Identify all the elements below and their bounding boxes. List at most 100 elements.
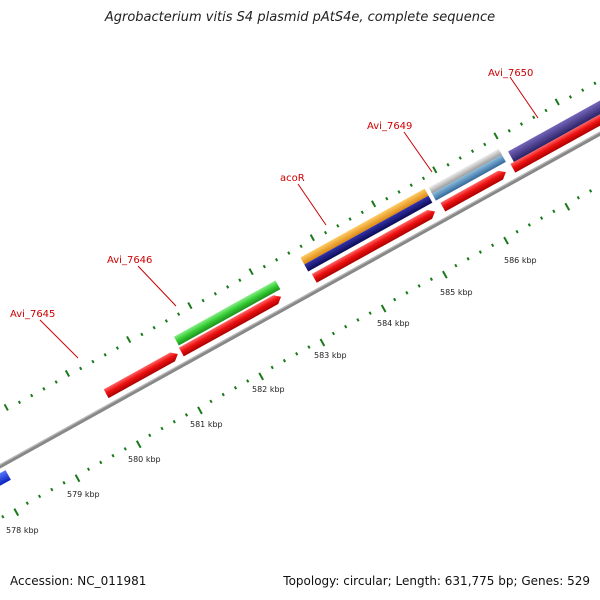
- tick-mark: [432, 166, 438, 174]
- tick-mark: [491, 243, 495, 248]
- tick-mark: [397, 190, 401, 194]
- gene-label-avi-7650[interactable]: Avi_7650: [488, 68, 533, 79]
- scale-track: [1, 189, 593, 519]
- tick-mark: [483, 142, 487, 147]
- tick-mark: [442, 270, 448, 279]
- tick-mark: [417, 284, 421, 288]
- map-title: Agrobacterium vitis S4 plasmid pAtS4e, c…: [104, 10, 496, 25]
- tick-mark: [405, 290, 409, 295]
- tick-mark: [238, 278, 242, 282]
- tick-mark: [172, 419, 176, 424]
- steel-feature[interactable]: [432, 154, 506, 201]
- tick-mark: [25, 501, 29, 505]
- tick-mark: [115, 346, 120, 350]
- tick-mark: [568, 95, 573, 99]
- tick-mark: [64, 369, 71, 377]
- tick-mark: [454, 263, 458, 268]
- tick-mark: [554, 98, 560, 106]
- tick-mark: [331, 331, 336, 336]
- green-feature[interactable]: [173, 280, 281, 346]
- tick-mark: [184, 413, 189, 417]
- tick-mark: [37, 494, 42, 499]
- label-leader: [297, 183, 327, 226]
- tick-mark: [544, 108, 548, 113]
- gene-labels: Avi_7645 Avi_7646 acoR Avi_7649 Avi_7650: [10, 68, 539, 359]
- cds-arrow[interactable]: [103, 350, 181, 399]
- tick-mark: [152, 325, 156, 330]
- orange-feature[interactable]: [300, 188, 429, 265]
- cds-arrow[interactable]: [178, 292, 284, 357]
- tick-mark: [274, 258, 279, 262]
- gene-label-avi-7645[interactable]: Avi_7645: [10, 309, 55, 320]
- scale-label: 578 kbp: [6, 526, 39, 535]
- tick-mark: [226, 285, 230, 289]
- tick-mark: [54, 380, 58, 384]
- accession-text: Accession: NC_011981: [10, 574, 147, 588]
- gene-label-avi-7649[interactable]: Avi_7649: [367, 121, 412, 132]
- tick-mark: [446, 162, 450, 167]
- tick-mark: [370, 200, 377, 208]
- genome-summary-text: Topology: circular; Length: 631,775 bp; …: [283, 574, 590, 588]
- scale-label: 581 kbp: [190, 420, 223, 429]
- tick-mark: [30, 393, 34, 398]
- cds-arrow[interactable]: [311, 207, 438, 283]
- tick-mark: [307, 345, 311, 349]
- tick-mark: [532, 115, 536, 120]
- tick-mark: [99, 460, 103, 465]
- tick-mark: [79, 366, 83, 371]
- blue-feature[interactable]: [0, 470, 11, 500]
- tick-mark: [564, 202, 571, 211]
- tick-mark: [160, 426, 164, 431]
- purple-feature[interactable]: [508, 59, 600, 162]
- tick-mark: [287, 251, 291, 255]
- tick-mark: [140, 332, 144, 337]
- tick-mark: [148, 433, 152, 438]
- tick-mark: [13, 508, 20, 517]
- tick-mark: [360, 210, 364, 215]
- backbone-line: [0, 114, 600, 486]
- scale-label: 582 kbp: [252, 385, 285, 394]
- tick-mark: [74, 474, 81, 483]
- tick-mark: [213, 291, 217, 296]
- tick-mark: [588, 189, 593, 193]
- tick-mark: [421, 176, 426, 181]
- tick-mark: [197, 406, 203, 415]
- tick-mark: [507, 129, 511, 133]
- tick-mark: [380, 304, 387, 313]
- tick-mark: [126, 335, 132, 344]
- tick-mark: [282, 358, 287, 363]
- tick-mark: [86, 467, 91, 472]
- tick-mark: [209, 399, 213, 404]
- label-leader: [509, 76, 539, 119]
- tick-mark: [3, 403, 9, 411]
- tick-mark: [593, 81, 597, 86]
- tick-mark: [539, 216, 544, 220]
- gene-label-acor[interactable]: acoR: [280, 173, 305, 184]
- tick-mark: [103, 353, 107, 357]
- cds-arrow[interactable]: [510, 71, 600, 173]
- tick-mark: [515, 229, 519, 234]
- navy-feature[interactable]: [304, 195, 433, 272]
- tick-mark: [248, 268, 254, 276]
- feature-track: [173, 59, 600, 346]
- scale-label: 584 kbp: [377, 319, 410, 328]
- tick-mark: [123, 447, 127, 451]
- tick-mark: [187, 302, 193, 310]
- tick-mark: [319, 338, 326, 347]
- tick-mark: [478, 250, 482, 254]
- tick-mark: [164, 319, 168, 323]
- tick-mark: [91, 359, 95, 364]
- tick-mark: [527, 223, 531, 227]
- tick-mark: [458, 156, 462, 160]
- tick-mark: [385, 196, 389, 201]
- outer-tick-track: [3, 81, 597, 411]
- tick-mark: [299, 244, 303, 249]
- tick-mark: [50, 487, 54, 492]
- cds-arrow[interactable]: [440, 168, 508, 212]
- silver-feature[interactable]: [428, 148, 502, 194]
- tick-mark: [1, 514, 5, 519]
- gene-label-avi-7646[interactable]: Avi_7646: [107, 255, 152, 266]
- tick-mark: [429, 277, 433, 281]
- scale-label: 586 kbp: [504, 256, 537, 265]
